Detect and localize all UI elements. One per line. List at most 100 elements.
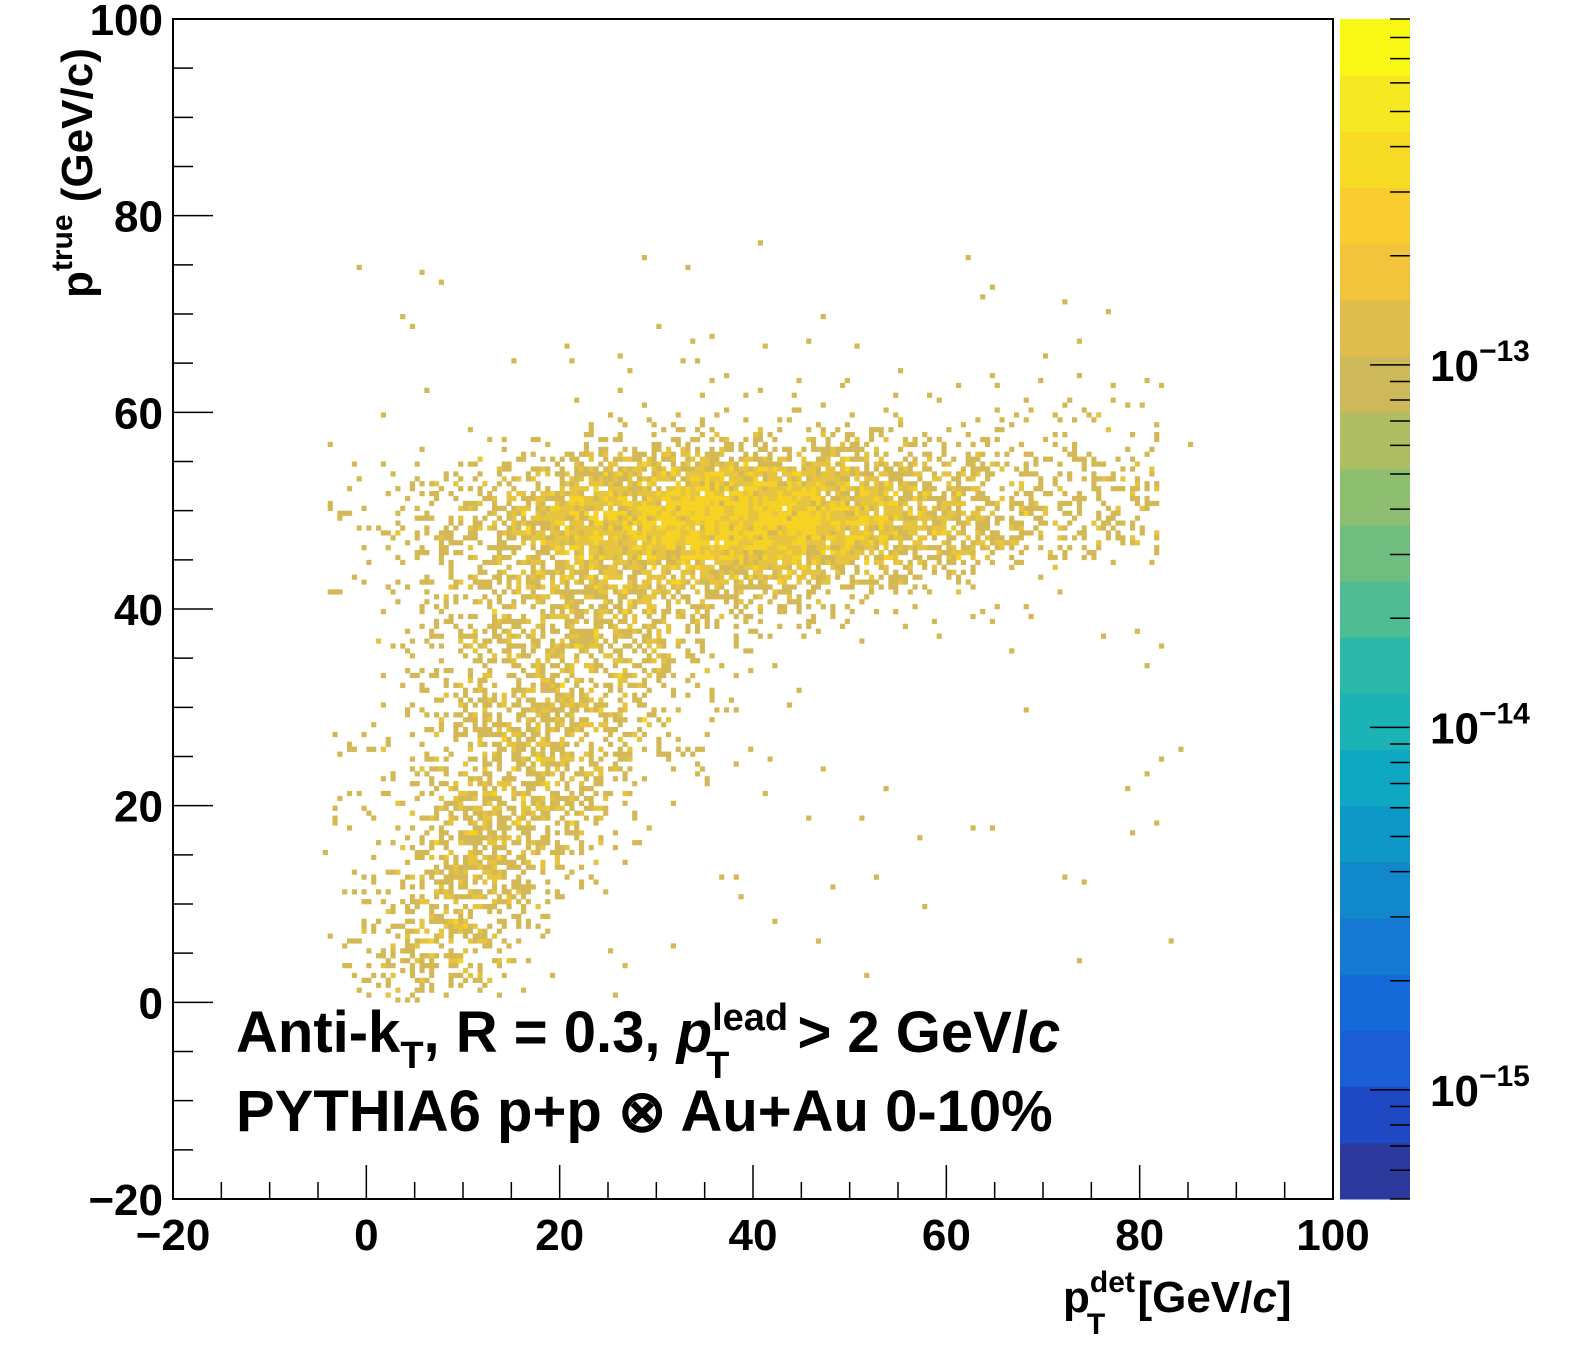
heatmap-cell [811, 491, 817, 497]
heatmap-cell [753, 481, 759, 487]
heatmap-cell [472, 722, 478, 728]
heatmap-cell [661, 668, 667, 674]
heatmap-cell [583, 663, 589, 669]
heatmap-cell [627, 633, 633, 639]
heatmap-cell [675, 520, 681, 526]
heatmap-cell [443, 923, 449, 929]
heatmap-cell [893, 471, 899, 477]
heatmap-cell [380, 609, 386, 615]
heatmap-cell [675, 500, 681, 507]
heatmap-cell [680, 545, 686, 551]
heatmap-cell [980, 505, 986, 511]
heatmap-cell [641, 579, 647, 585]
heatmap-cell [675, 471, 681, 477]
heatmap-cell [617, 495, 623, 502]
heatmap-cell [917, 500, 923, 507]
heatmap-cell [598, 461, 604, 467]
heatmap-cell [530, 751, 536, 757]
heatmap-cell [767, 466, 773, 472]
heatmap-cell [748, 554, 754, 561]
heatmap-cell [617, 609, 623, 615]
heatmap-cell [588, 628, 594, 634]
heatmap-cell [646, 530, 652, 536]
heatmap-cell [670, 515, 676, 521]
heatmap-cell [627, 466, 633, 472]
heatmap-cell [898, 476, 904, 482]
heatmap-cell [608, 727, 614, 733]
heatmap-cell [472, 948, 478, 954]
heatmap-cell [429, 672, 435, 679]
heatmap-cell [753, 471, 759, 477]
heatmap-cell [1149, 500, 1155, 507]
heatmap-cell [516, 618, 522, 625]
heatmap-cell [854, 476, 860, 482]
heatmap-cell [646, 417, 652, 423]
heatmap-cell [545, 830, 551, 836]
heatmap-cell [574, 579, 580, 585]
heatmap-cell [588, 697, 594, 703]
heatmap-cell [835, 530, 841, 536]
heatmap-cell [530, 545, 536, 551]
heatmap-cell [472, 613, 478, 620]
heatmap-cell [830, 609, 836, 615]
heatmap-cell [390, 904, 396, 910]
heatmap-cell [458, 884, 464, 890]
heatmap-cell [661, 653, 667, 659]
heatmap-cell [550, 756, 556, 762]
heatmap-cell [815, 486, 821, 492]
heatmap-cell [511, 633, 517, 639]
heatmap-cell [801, 510, 807, 516]
heatmap-cell [492, 854, 498, 861]
heatmap-cell [762, 540, 768, 546]
heatmap-cell [492, 830, 498, 836]
heatmap-cell [656, 672, 662, 679]
heatmap-cell [598, 840, 604, 846]
heatmap-cell [434, 894, 440, 900]
heatmap-cell [492, 500, 498, 507]
heatmap-cell [873, 466, 879, 472]
heatmap-cell [477, 456, 483, 462]
heatmap-cell [424, 977, 430, 983]
heatmap-cell [1154, 432, 1160, 438]
heatmap-cell [564, 594, 570, 600]
heatmap-cell [709, 446, 715, 452]
heatmap-cell [525, 525, 531, 531]
heatmap-cell [714, 535, 720, 541]
heatmap-cell [646, 653, 652, 659]
heatmap-cell [496, 859, 502, 865]
heatmap-cell [409, 948, 415, 954]
heatmap-cell [477, 643, 483, 649]
heatmap-cell [458, 505, 464, 511]
heatmap-cell [883, 510, 889, 516]
heatmap-cell [767, 559, 773, 566]
heatmap-cell [559, 771, 565, 777]
heatmap-cell [559, 520, 565, 526]
x-tick-label: 0 [354, 1211, 378, 1260]
heatmap-cell [603, 805, 609, 811]
heatmap-cell [443, 535, 449, 541]
heatmap-cell [675, 589, 681, 595]
heatmap-cell [777, 505, 783, 511]
heatmap-cell [651, 712, 657, 718]
heatmap-cell [806, 535, 812, 541]
heatmap-cell [453, 918, 459, 924]
heatmap-cell [366, 948, 372, 954]
heatmap-cell [617, 648, 623, 654]
heatmap-cell [743, 466, 749, 472]
heatmap-cell [786, 564, 792, 570]
heatmap-cell [530, 736, 536, 743]
heatmap-cell [651, 707, 657, 713]
heatmap-cell [815, 500, 821, 507]
heatmap-cell [811, 525, 817, 531]
heatmap-cell [661, 589, 667, 595]
heatmap-cell [477, 525, 483, 531]
heatmap-cell [646, 687, 652, 693]
heatmap-cell [608, 584, 614, 590]
heatmap-cell [521, 540, 527, 546]
heatmap-cell [496, 795, 502, 802]
heatmap-cell [492, 849, 498, 856]
heatmap-cell [569, 623, 575, 629]
heatmap-cell [912, 604, 918, 610]
heatmap-cell [873, 486, 879, 492]
heatmap-cell [463, 535, 469, 541]
